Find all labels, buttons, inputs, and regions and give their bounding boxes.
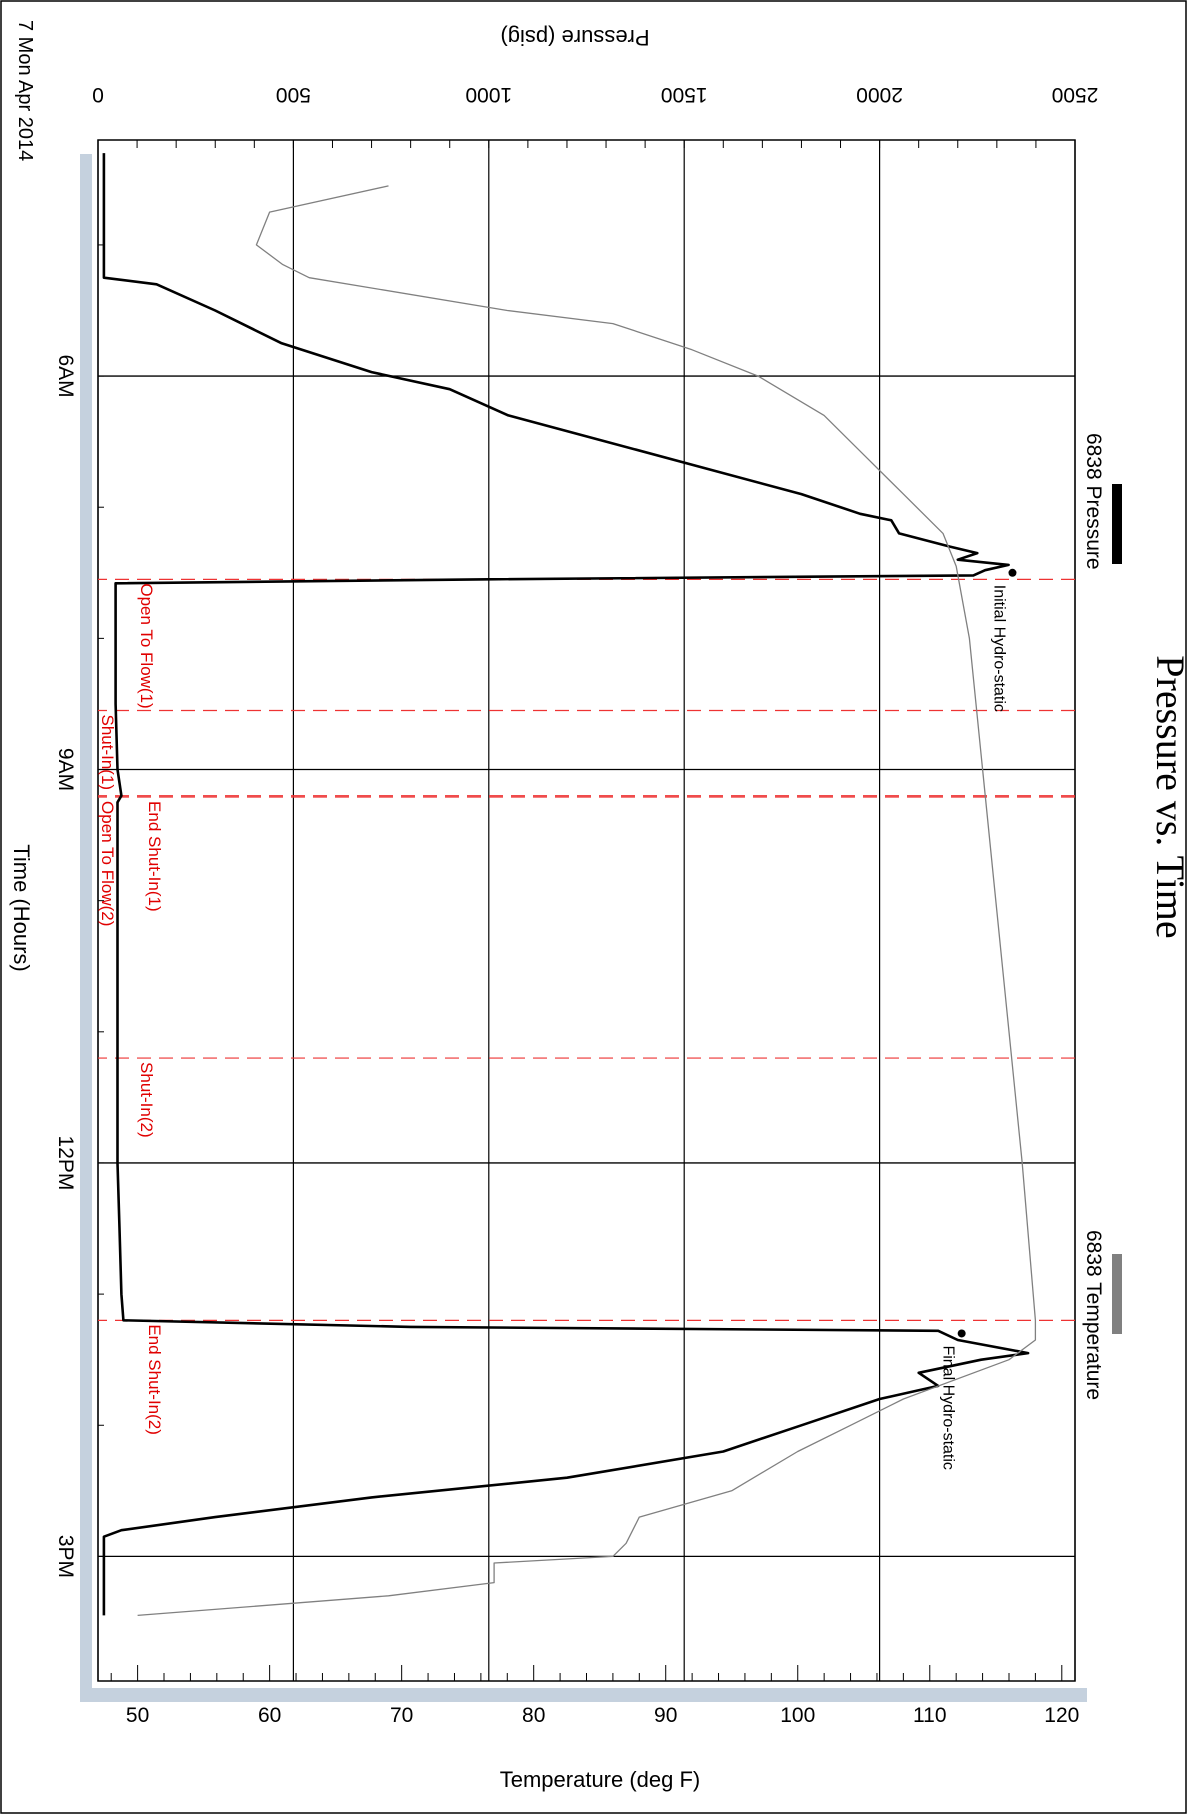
pressure-tick-label: 1500 [661,83,708,106]
series-group [102,153,1037,1617]
event-label: End Shut-In(1) [145,801,164,912]
temperature-tick-label: 50 [126,1704,149,1727]
axis-labels: 6AM 9AM 12PM 3PM 0 500 1000 1500 2000 2500 50 60 70 8… [54,83,1098,1727]
annotation-label: Final Hydro-static [940,1345,957,1469]
minor-ticks [97,140,1076,1681]
x-axis-title: Time (Hours) [9,844,34,972]
event-label: Shut-In(2) [137,1062,156,1138]
time-tick-label: 12PM [54,1136,77,1191]
legend-temperature-swatch [1112,1254,1122,1334]
event-label: Open To Flow(2) [98,801,117,926]
legend-temperature-label: 6838 Temperature [1082,1230,1105,1400]
plot-shadow-top [80,154,92,1702]
pressure-axis-title: Pressure (psig) [500,25,649,50]
event-label: Shut-In(1) [98,714,117,790]
pressure-tick-label: 2500 [1052,83,1099,106]
event-label: End Shut-In(2) [145,1324,164,1435]
event-label: Open To Flow(1) [137,583,156,708]
time-tick-label: 9AM [54,748,77,791]
pressure-tick-label: 1000 [465,83,512,106]
chart-title: Pressure vs. Time [1148,655,1187,938]
annotation-marker [1008,568,1017,577]
temperature-tick-label: 120 [1044,1704,1079,1727]
temperature-tick-label: 100 [780,1704,815,1727]
time-tick-label: 6AM [54,354,77,397]
temperature-series-line [137,185,1037,1617]
pressure-tick-label: 500 [276,83,311,106]
temperature-tick-label: 90 [654,1704,677,1727]
temperature-axis-title: Temperature (deg F) [500,1767,701,1792]
time-tick-label: 3PM [54,1535,77,1578]
pressure-tick-label: 0 [92,83,104,106]
legend-pressure-swatch [1112,484,1122,564]
temperature-tick-label: 110 [913,1704,946,1727]
annotation-marker [957,1329,966,1338]
pressure-series-line [102,153,1030,1616]
annotation-label: Initial Hydro-static [990,585,1007,712]
plot-shadow-right [80,1688,1087,1702]
pressure-tick-label: 2000 [856,83,903,106]
temperature-tick-label: 60 [258,1704,281,1727]
grid-lines [97,140,1076,1681]
temperature-tick-label: 80 [522,1704,545,1727]
date-label: 7 Mon Apr 2014 [14,20,36,161]
temperature-tick-label: 70 [390,1704,413,1727]
plot-area [97,139,1076,1682]
legend-pressure-label: 6838 Pressure [1082,433,1105,570]
